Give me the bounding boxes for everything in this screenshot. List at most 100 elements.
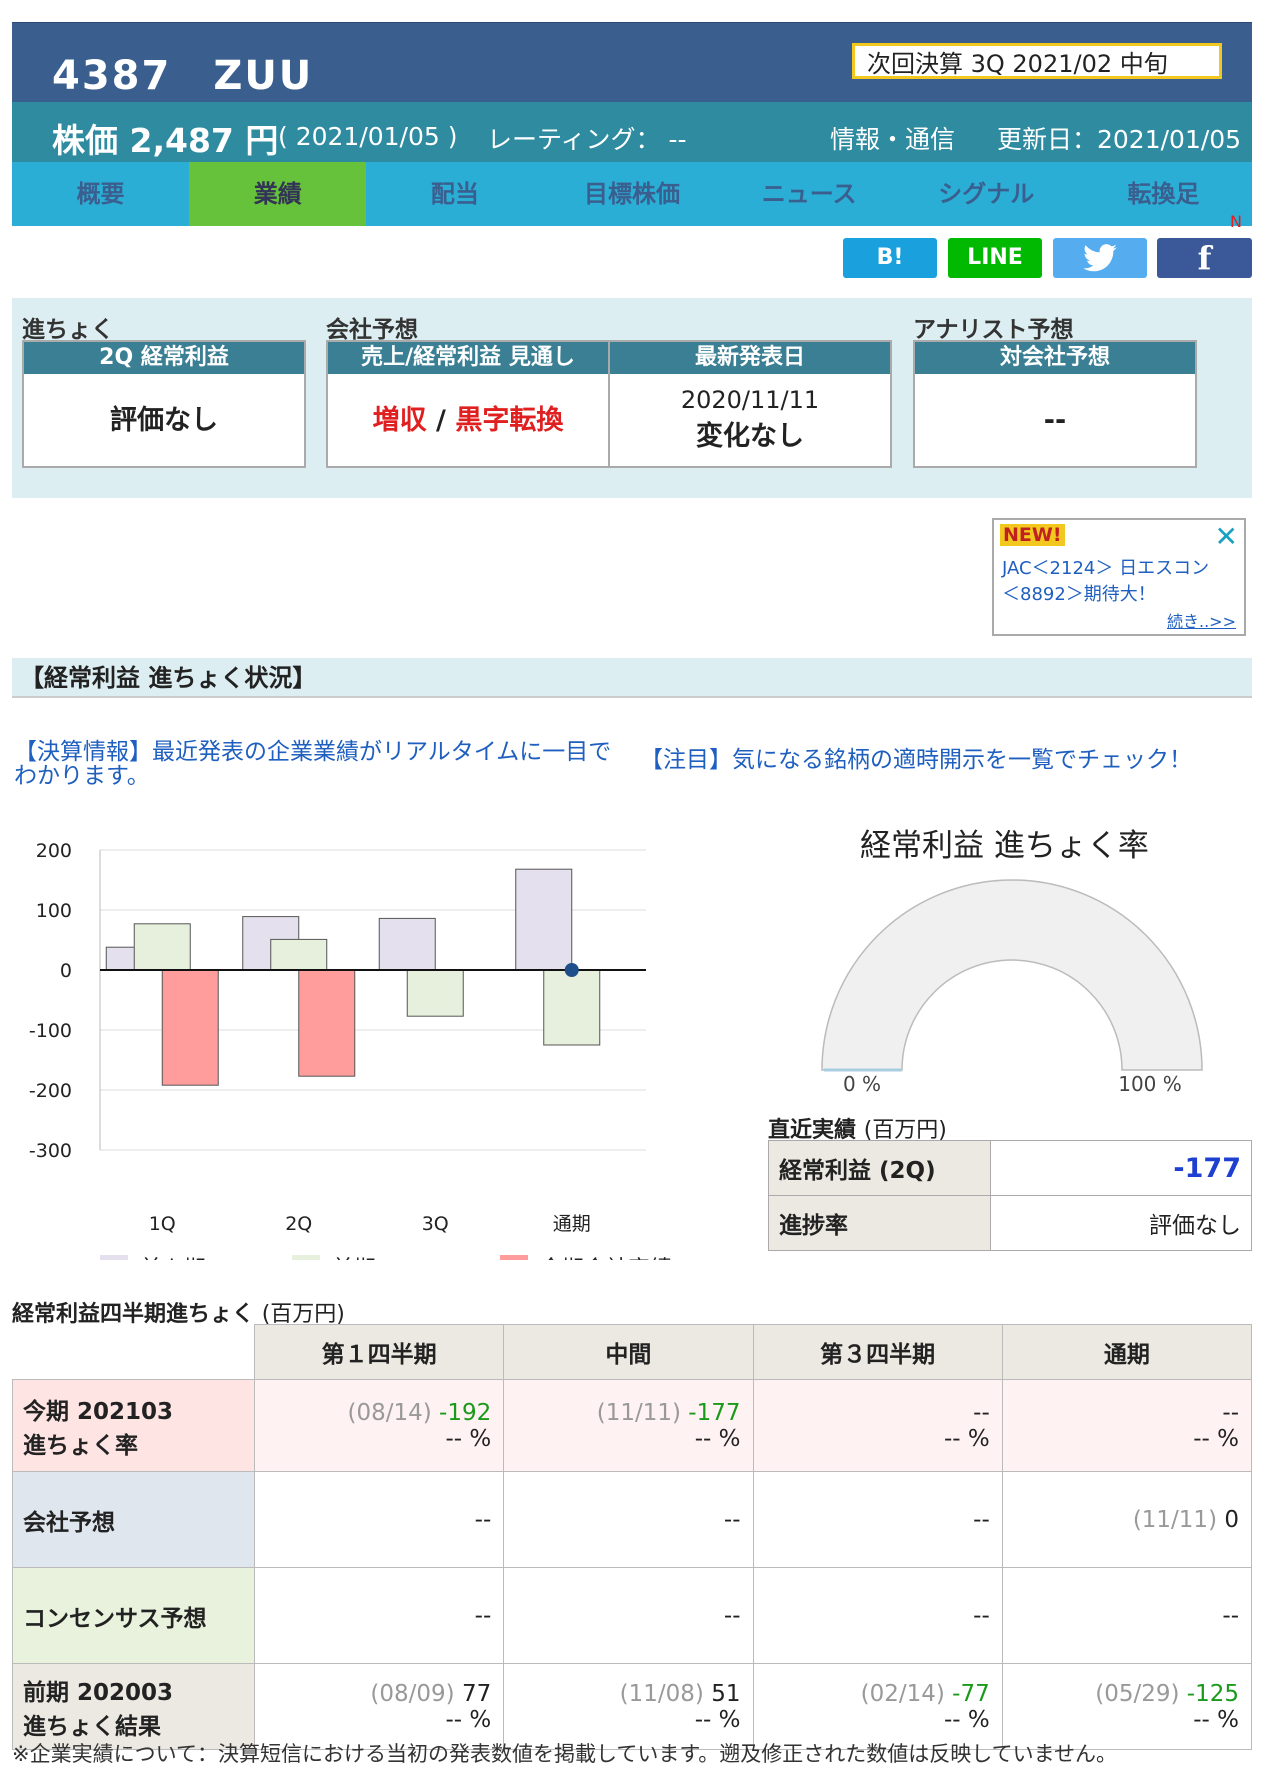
quarterly-title: 経常利益四半期進ちょく (百万円)	[12, 1296, 345, 1328]
twitter-share-button[interactable]	[1053, 238, 1147, 278]
tab-signal[interactable]: シグナル	[938, 180, 1035, 208]
legend-label: 今期会社実績	[540, 1257, 672, 1260]
forecast-outlook-value: 増収 / 黒字転換	[328, 374, 608, 468]
disclosure-link[interactable]: 【注目】気になる銘柄の適時開示を一覧でチェック！	[640, 747, 1192, 773]
cell-value-line: --	[505, 1506, 741, 1533]
recent-results-title: 直近実績 (百万円)	[768, 1112, 947, 1144]
cell-value: --	[1222, 1399, 1239, 1426]
twitter-bird-icon	[1083, 244, 1117, 272]
table-cell: (02/14) -77 -- %	[752, 1663, 1003, 1750]
y-tick-label: -100	[29, 1020, 72, 1042]
cell-value: --	[1222, 1602, 1239, 1629]
legend-label: 前々期	[140, 1257, 206, 1260]
tab-news[interactable]: ニュース	[761, 180, 857, 208]
cell-value: --	[973, 1602, 990, 1629]
legend-swatch	[100, 1255, 128, 1260]
cell-percent: -- %	[1193, 1425, 1239, 1452]
cell-value-line: --	[1004, 1400, 1239, 1426]
settlement-info-link[interactable]: 【決算情報】最近発表の企業業績がリアルタイムに一目でわかります。	[14, 739, 612, 789]
cell-date: (02/14)	[860, 1680, 945, 1707]
cell-value-line: --	[505, 1602, 741, 1629]
row-label-main: 今期 202103	[23, 1398, 174, 1425]
row-label-main: コンセンサス予想	[23, 1605, 207, 1632]
cell-value: 77	[461, 1680, 492, 1707]
cell-date: (05/29)	[1095, 1680, 1180, 1707]
rating: レーティング： --	[487, 125, 687, 154]
row-label-main: 会社予想	[23, 1509, 115, 1536]
tab-target-price[interactable]: 目標株価	[583, 180, 680, 208]
gauge-max-label: 100 %	[1118, 1072, 1182, 1096]
table-cell: (08/14) -192 -- %	[253, 1379, 505, 1472]
bar-previous-period	[406, 969, 464, 1017]
facebook-icon: f	[1197, 239, 1212, 277]
col-q3: 第３四半期	[752, 1324, 1003, 1380]
x-tick-label: 通期	[553, 1213, 591, 1235]
ad-line-1: JAC＜2124＞ 日エスコン	[1002, 558, 1210, 579]
table-row: 前期 202003 進ちょく結果 (08/09) 77 -- % (11/08) 51-…	[12, 1663, 1253, 1750]
row-label: 会社予想	[12, 1471, 255, 1568]
cell-value: -125	[1186, 1680, 1239, 1707]
table-cell: --	[253, 1471, 505, 1568]
analyst-card-head: 対会社予想	[915, 342, 1195, 374]
cell-value: --	[474, 1602, 492, 1629]
cell-date: (11/11)	[1132, 1506, 1218, 1533]
summary-panel: 進ちょく 会社予想 アナリスト予想 2Q 経常利益 評価なし 売上/経常利益 見…	[12, 298, 1252, 498]
cell-value-line: (11/11) 0	[1004, 1507, 1239, 1533]
cell-value: -192	[439, 1399, 492, 1426]
tab-performance[interactable]: 業績	[189, 162, 367, 226]
cell-percent: -- %	[943, 1425, 990, 1452]
cell-value: --	[474, 1506, 492, 1533]
table-row: 進捗率 評価なし	[768, 1195, 1252, 1251]
gauge-arc	[821, 879, 1203, 1071]
line-share-button[interactable]: LINE	[948, 238, 1042, 278]
cell-percent: -- %	[445, 1706, 492, 1733]
bar-previous-period	[270, 938, 328, 971]
y-tick-label: 100	[36, 900, 72, 922]
outlook-separator: /	[426, 405, 456, 436]
tab-conversion[interactable]: 転換足 N	[1075, 162, 1252, 231]
cell-date: (11/11)	[596, 1399, 681, 1426]
quarterly-unit: (百万円)	[261, 1302, 345, 1327]
cell-percent: -- %	[694, 1425, 741, 1452]
col-half: 中間	[503, 1324, 754, 1380]
cell-value: --	[723, 1602, 741, 1629]
revenue-outlook: 増収	[372, 405, 427, 436]
recent-profit-value: -177	[990, 1140, 1252, 1196]
cell-value: 51	[711, 1680, 741, 1707]
y-tick-label: 0	[60, 960, 72, 982]
progress-label: 進ちょく	[22, 317, 114, 343]
facebook-share-button[interactable]: f	[1157, 238, 1252, 278]
recent-profit-label: 経常利益 (2Q)	[768, 1140, 991, 1196]
forecast-label: 会社予想	[326, 317, 418, 343]
ad-more-link[interactable]: 続き..>>	[1167, 612, 1236, 631]
cell-value: --	[723, 1506, 741, 1533]
next-settlement-badge: 次回決算 3Q 2021/02 中旬	[852, 43, 1222, 79]
tab-overview[interactable]: 概要	[76, 180, 125, 208]
latest-announcement-change: 変化なし	[696, 421, 804, 452]
close-icon[interactable]: ✕	[1214, 520, 1238, 553]
y-tick-label: -200	[29, 1080, 72, 1102]
cell-percent: -- %	[694, 1706, 741, 1733]
table-header-row: 第１四半期 中間 第３四半期 通期	[12, 1324, 1253, 1380]
cell-value-line: (08/14) -192	[256, 1399, 492, 1426]
news-ad[interactable]: NEW! ✕ JAC＜2124＞ 日エスコン ＜8892＞期待大！ 続き..>>	[992, 518, 1246, 636]
sector-link[interactable]: 情報・通信	[830, 125, 956, 154]
cell-percent: -- %	[943, 1706, 990, 1733]
forecast-outlook-card: 売上/経常利益 見通し 増収 / 黒字転換	[326, 340, 610, 468]
cell-value-line: (08/09) 77	[256, 1681, 491, 1707]
hatena-bookmark-button[interactable]: B!	[843, 238, 937, 278]
row-label-sub: 進ちょく率	[23, 1432, 138, 1459]
cell-value-line: (11/08) 51	[505, 1680, 741, 1707]
recent-results-table: 経常利益 (2Q) -177 進捗率 評価なし	[768, 1140, 1252, 1251]
cell-percent: -- %	[445, 1425, 492, 1452]
cell-percent: -- %	[1193, 1706, 1239, 1733]
bar-current-actual	[161, 969, 219, 1086]
bar-previous-period	[133, 923, 191, 971]
corner-cell	[12, 1324, 255, 1380]
table-row: 今期 202103 進ちょく率 (08/14) -192 -- % (11/11) -1…	[12, 1379, 1253, 1472]
row-label-sub: 進ちょく結果	[23, 1713, 161, 1740]
x-tick-label: 2Q	[285, 1213, 312, 1235]
table-cell: --	[752, 1567, 1003, 1664]
tab-dividend[interactable]: 配当	[430, 180, 479, 208]
analyst-card: 対会社予想 --	[913, 340, 1197, 468]
